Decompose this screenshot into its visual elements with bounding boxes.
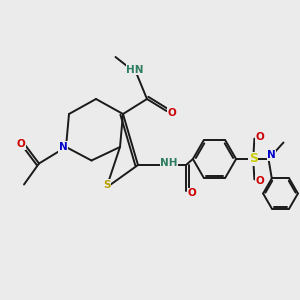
Text: S: S <box>249 152 258 166</box>
Text: S: S <box>103 179 110 190</box>
Text: O: O <box>16 139 26 149</box>
Text: N: N <box>267 150 276 161</box>
Text: HN: HN <box>126 65 144 75</box>
Text: N: N <box>58 142 68 152</box>
Text: O: O <box>255 132 264 142</box>
Text: O: O <box>187 188 196 199</box>
Text: O: O <box>255 176 264 186</box>
Text: O: O <box>167 107 176 118</box>
Text: NH: NH <box>160 158 178 169</box>
